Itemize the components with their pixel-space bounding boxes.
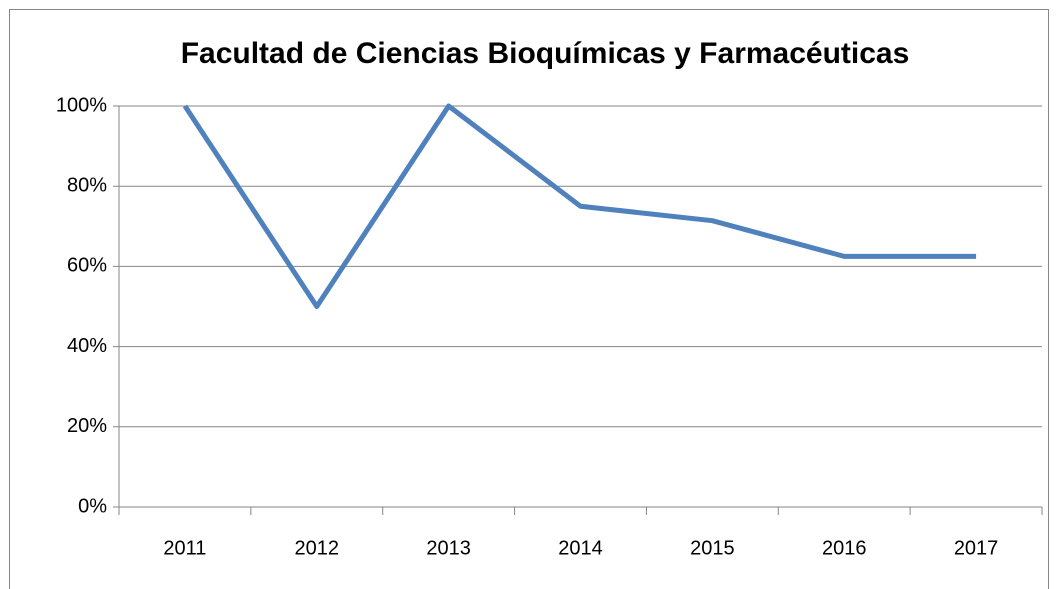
x-tick-label: 2017 — [954, 537, 999, 559]
x-tick-label: 2014 — [558, 537, 603, 559]
y-tick-label: 20% — [67, 415, 107, 437]
chart-title: Facultad de Ciencias Bioquímicas y Farma… — [181, 37, 910, 70]
y-tick-label: 0% — [78, 495, 107, 517]
x-tick-label: 2011 — [163, 537, 206, 559]
x-tick-label: 2013 — [426, 537, 471, 559]
x-tick-label: 2015 — [690, 537, 735, 559]
y-tick-label: 40% — [67, 335, 107, 357]
y-tick-label: 80% — [67, 174, 107, 196]
y-tick-label: 60% — [67, 255, 107, 277]
x-tick-label: 2012 — [295, 537, 340, 559]
chart-border — [9, 9, 1049, 589]
data-line — [182, 103, 977, 309]
x-tick-label: 2016 — [822, 537, 867, 559]
y-tick-label: 100% — [56, 94, 107, 116]
